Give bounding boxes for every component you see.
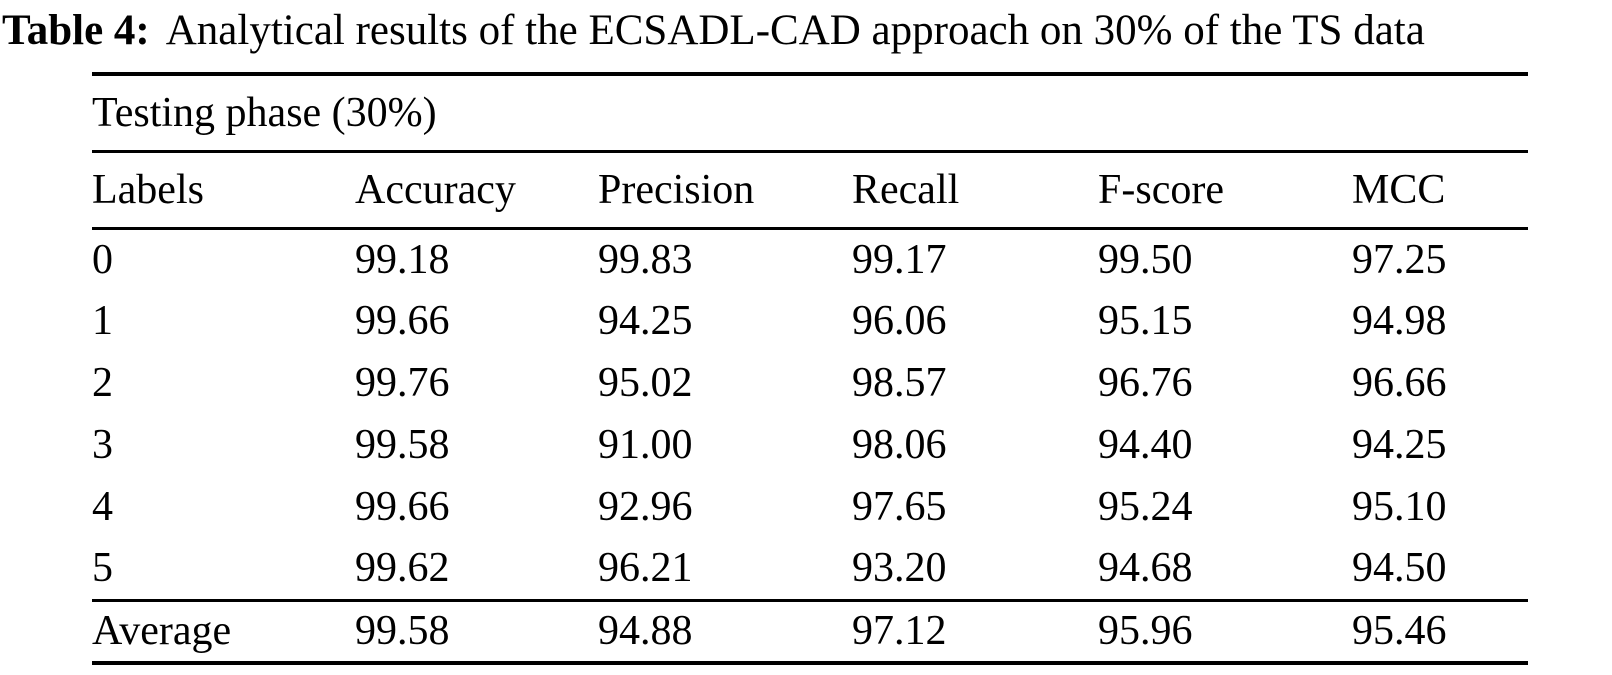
cell-fscore: 95.15 [1098,298,1193,344]
column-header-recall: Recall [852,166,960,213]
cell-accuracy: 99.66 [355,298,450,344]
table-caption: Table 4: Analytical results of the ECSADL… [2,5,1425,57]
cell-recall: 98.06 [852,422,947,468]
cell-mcc: 96.66 [1352,360,1447,406]
table-row-1: 1 99.66 94.25 96.06 95.15 94.98 [92,290,1528,352]
cell-fscore: 96.76 [1098,360,1193,406]
cell-mcc: 94.25 [1352,422,1447,468]
cell-recall: 93.20 [852,545,947,592]
row-label: 2 [92,360,113,406]
table-row-2: 2 99.76 95.02 98.57 96.76 96.66 [92,352,1528,414]
cell-precision: 94.88 [598,608,693,655]
cell-mcc: 94.98 [1352,298,1447,344]
span-header-row: Testing phase (30%) [92,74,1529,151]
cell-precision: 99.83 [598,236,693,283]
cell-fscore: 94.40 [1098,422,1193,468]
row-label: 4 [92,484,113,530]
cell-accuracy: 99.18 [355,236,450,283]
span-header: Testing phase (30%) [92,89,437,136]
row-label: 1 [92,298,113,344]
table-row-4: 4 99.66 92.96 97.65 95.24 95.10 [92,476,1528,538]
table-caption-text: Analytical results of the ECSADL-CAD app… [165,7,1425,54]
cell-recall: 99.17 [852,236,947,283]
cell-recall: 97.12 [852,608,947,655]
column-header-accuracy: Accuracy [355,166,516,213]
cell-accuracy: 99.66 [355,484,450,530]
cell-accuracy: 99.58 [355,422,450,468]
column-header-row: Labels Accuracy Precision Recall F-score… [92,151,1529,228]
column-header-fscore: F-score [1098,166,1224,213]
column-header-mcc: MCC [1352,166,1446,213]
column-header-precision: Precision [598,166,755,213]
cell-precision: 94.25 [598,298,693,344]
cell-accuracy: 99.76 [355,360,450,406]
row-label: Average [92,608,232,655]
table-row-3: 3 99.58 91.00 98.06 94.40 94.25 [92,414,1528,476]
table-row-average: Average 99.58 94.88 97.12 95.96 95.46 [92,600,1529,663]
table-row-5: 5 99.62 96.21 93.20 94.68 94.50 [92,538,1528,600]
table-row-0: 0 99.18 99.83 99.17 99.50 97.25 [92,228,1529,290]
row-label: 3 [92,422,113,468]
cell-recall: 98.57 [852,360,947,406]
cell-mcc: 95.10 [1352,484,1447,530]
cell-mcc: 94.50 [1352,545,1447,592]
column-header-labels: Labels [92,166,204,213]
results-table: Testing phase (30%) Labels Accuracy Prec… [92,72,1529,665]
row-label: 0 [92,236,113,283]
cell-accuracy: 99.58 [355,608,450,655]
cell-mcc: 95.46 [1352,608,1447,655]
cell-fscore: 99.50 [1098,236,1193,283]
cell-precision: 92.96 [598,484,693,530]
table-caption-label: Table 4: [2,7,150,54]
cell-precision: 95.02 [598,360,693,406]
row-label: 5 [92,545,113,592]
cell-mcc: 97.25 [1352,236,1447,283]
cell-fscore: 95.24 [1098,484,1193,530]
cell-recall: 97.65 [852,484,947,530]
cell-fscore: 95.96 [1098,608,1193,655]
cell-accuracy: 99.62 [355,545,450,592]
cell-recall: 96.06 [852,298,947,344]
cell-precision: 96.21 [598,545,693,592]
cell-precision: 91.00 [598,422,693,468]
cell-fscore: 94.68 [1098,545,1193,592]
